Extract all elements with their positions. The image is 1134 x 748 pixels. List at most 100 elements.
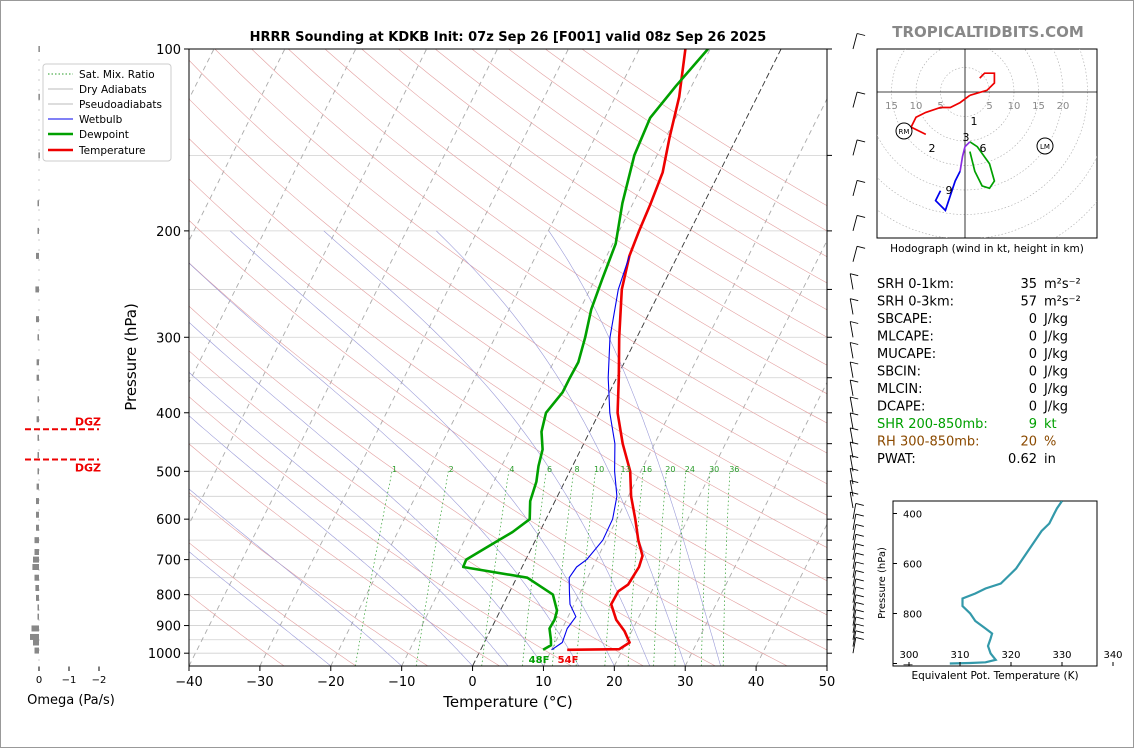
sounding-indices: SRH 0-1km: 35 m²s⁻² SRH 0-3km: 57 m²s⁻² SBCAPE… xyxy=(877,277,1081,467)
storm-motion-label: RM xyxy=(899,128,910,136)
pseudoadiabat xyxy=(323,230,651,666)
dry-adiabat xyxy=(189,594,285,666)
pseudoadiabat xyxy=(189,321,544,666)
index-unit: m²s⁻² xyxy=(1044,277,1081,292)
wind-barb xyxy=(852,533,864,551)
x-tick-label: 50 xyxy=(819,675,836,690)
omega-bar xyxy=(38,93,40,100)
omega-bar xyxy=(36,416,39,423)
wind-barb-staff xyxy=(849,273,854,290)
wind-barb-flag xyxy=(850,441,859,445)
wind-barb-flag xyxy=(856,91,866,95)
wind-barb-flag xyxy=(855,623,864,627)
index-unit: J/kg xyxy=(1043,347,1068,362)
dry-adiabat xyxy=(251,49,827,454)
mixing-ratio-label: 2 xyxy=(449,465,454,474)
wind-barb xyxy=(852,630,864,647)
omega-bar xyxy=(37,396,39,403)
index-unit: J/kg xyxy=(1043,365,1068,380)
omega-tick-label: 0 xyxy=(36,675,42,686)
hodo-ring-label: 5 xyxy=(937,101,943,112)
series-line-dewpoint xyxy=(461,49,709,651)
isotherm xyxy=(189,49,357,384)
wind-barb-staff xyxy=(852,594,857,611)
wind-barb xyxy=(849,412,859,429)
wind-barb-staff xyxy=(852,514,857,530)
index-value: 57 xyxy=(1020,295,1037,310)
wind-barb xyxy=(852,570,864,587)
x-tick-label: 30 xyxy=(677,675,694,690)
mixing-ratio-line xyxy=(575,471,596,666)
wind-barb-staff xyxy=(852,578,857,595)
dry-adiabat xyxy=(288,49,827,424)
wind-barb-staff xyxy=(852,630,857,647)
x-tick-label: −10 xyxy=(388,675,415,690)
index-label: RH 300-850mb: xyxy=(877,435,980,450)
wind-barb-staff xyxy=(849,298,854,315)
wind-barb xyxy=(852,586,864,603)
dry-adiabat xyxy=(189,350,644,666)
omega-bar xyxy=(36,374,39,381)
wind-barb-flag xyxy=(856,179,866,183)
omega-bar xyxy=(37,434,39,441)
omega-bar xyxy=(37,604,39,611)
mixing-ratio-label: 4 xyxy=(509,465,514,474)
wind-barb-staff xyxy=(852,543,857,560)
wind-barb-flag xyxy=(850,396,859,400)
y-tick-label: 800 xyxy=(156,589,181,604)
dry-adiabat xyxy=(189,542,357,666)
omega-bar xyxy=(37,452,39,459)
y-tick-label: 600 xyxy=(156,513,181,528)
omega-panel: DGZ DGZ 0 −1 −2 xyxy=(21,46,111,686)
isotherm xyxy=(330,49,640,666)
theta-e-x-tick-label: 300 xyxy=(899,650,918,661)
dry-adiabat xyxy=(189,443,500,666)
index-value: 9 xyxy=(1029,417,1037,432)
hodo-trace xyxy=(934,170,961,212)
pseudoadiabat xyxy=(189,415,473,666)
index-value: 0 xyxy=(1029,400,1037,415)
wind-barb xyxy=(852,561,864,578)
wind-barb-staff xyxy=(852,33,858,50)
theta-e-y-tick-label: 400 xyxy=(903,510,922,521)
wind-barb xyxy=(852,33,866,50)
index-label: SBCAPE: xyxy=(877,312,932,327)
wind-barb-flag xyxy=(855,561,864,565)
wind-barb xyxy=(852,245,866,262)
wind-barb xyxy=(852,552,864,569)
y-axis-label: Pressure (hPa) xyxy=(122,303,140,411)
pseudoadiabat xyxy=(189,371,509,666)
omega-bar xyxy=(36,498,39,505)
y-tick-label: 400 xyxy=(156,407,181,422)
index-label: SRH 0-3km: xyxy=(877,295,954,310)
wind-barb xyxy=(849,480,859,497)
dry-adiabat xyxy=(324,49,827,395)
omega-bar xyxy=(36,524,39,531)
isotherm xyxy=(613,239,827,666)
background-lines xyxy=(189,49,827,666)
wind-barb-flag xyxy=(850,467,859,471)
wind-barb-flag xyxy=(855,543,864,547)
dry-adiabat xyxy=(189,98,827,548)
wind-barb xyxy=(852,214,866,231)
x-tick-label: 0 xyxy=(468,675,476,690)
index-label: SRH 0-1km: xyxy=(877,277,954,292)
wind-barb-flag xyxy=(850,361,859,365)
wind-barb-staff xyxy=(852,616,857,633)
index-label: MLCIN: xyxy=(877,382,922,397)
wind-barb-flag xyxy=(855,636,864,640)
profile-lines xyxy=(461,49,709,652)
dry-adiabat xyxy=(189,262,788,666)
hodo-ring-label: 20 xyxy=(1057,101,1070,112)
y-tick-label: 200 xyxy=(156,225,181,240)
wind-barb xyxy=(852,543,864,560)
wind-barb-flag xyxy=(850,491,859,495)
storm-motion-label: LM xyxy=(1040,143,1050,151)
wind-barb-staff xyxy=(849,442,854,458)
wind-barb xyxy=(852,616,864,633)
wind-barb-staff xyxy=(852,561,857,578)
omega-bar xyxy=(34,574,39,581)
wind-barb-flag xyxy=(850,379,859,383)
y-tick-label: 300 xyxy=(156,331,181,346)
wind-barb-staff xyxy=(852,553,857,569)
